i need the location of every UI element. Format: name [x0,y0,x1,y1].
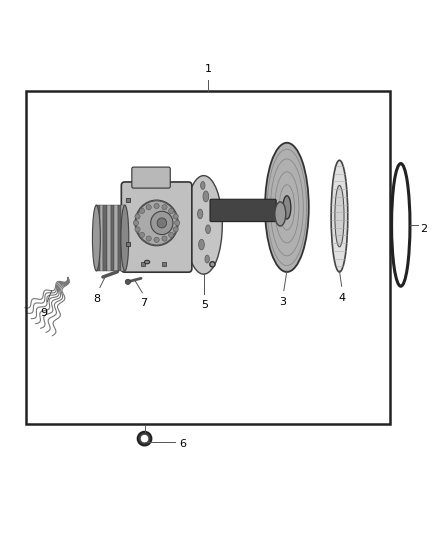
Text: 6: 6 [180,439,187,449]
Ellipse shape [210,262,215,267]
Ellipse shape [185,175,223,274]
Ellipse shape [283,196,291,219]
FancyBboxPatch shape [210,199,276,222]
Text: 5: 5 [201,300,208,310]
Ellipse shape [198,209,203,219]
Ellipse shape [206,225,210,233]
Ellipse shape [265,143,309,272]
Text: 9: 9 [40,308,47,318]
Bar [118,205,121,271]
Bar [110,205,114,271]
Circle shape [135,214,140,219]
Ellipse shape [151,211,173,235]
Bar [96,205,100,271]
Bar [103,205,107,271]
Ellipse shape [199,239,204,250]
Circle shape [169,232,174,238]
Text: 1: 1 [205,64,212,74]
Ellipse shape [203,191,209,202]
Bar [121,205,125,271]
Circle shape [135,227,140,232]
Circle shape [169,208,174,214]
Text: 7: 7 [140,298,147,309]
Ellipse shape [145,260,150,264]
Circle shape [173,227,178,232]
Ellipse shape [275,202,286,226]
Ellipse shape [157,218,166,228]
Circle shape [162,205,167,210]
Bar [26,91,390,424]
Text: 2: 2 [420,224,427,235]
Ellipse shape [92,205,100,271]
Bar [100,205,103,271]
Circle shape [146,236,151,241]
Ellipse shape [135,200,178,246]
FancyBboxPatch shape [121,182,192,272]
Circle shape [133,220,138,225]
Circle shape [162,236,167,241]
Circle shape [173,214,178,219]
Ellipse shape [331,160,348,272]
Circle shape [125,279,131,285]
Circle shape [146,205,151,210]
Circle shape [175,220,180,225]
Circle shape [139,208,145,214]
FancyBboxPatch shape [132,167,170,188]
Ellipse shape [201,182,205,189]
Bar [114,205,118,271]
Text: 8: 8 [94,294,101,304]
Bar [107,205,110,271]
Ellipse shape [205,255,209,263]
Circle shape [139,232,145,238]
Text: 3: 3 [279,297,286,307]
Ellipse shape [335,185,344,247]
Ellipse shape [121,205,129,271]
Text: 4: 4 [338,293,345,303]
Circle shape [154,237,159,243]
Circle shape [154,204,159,208]
